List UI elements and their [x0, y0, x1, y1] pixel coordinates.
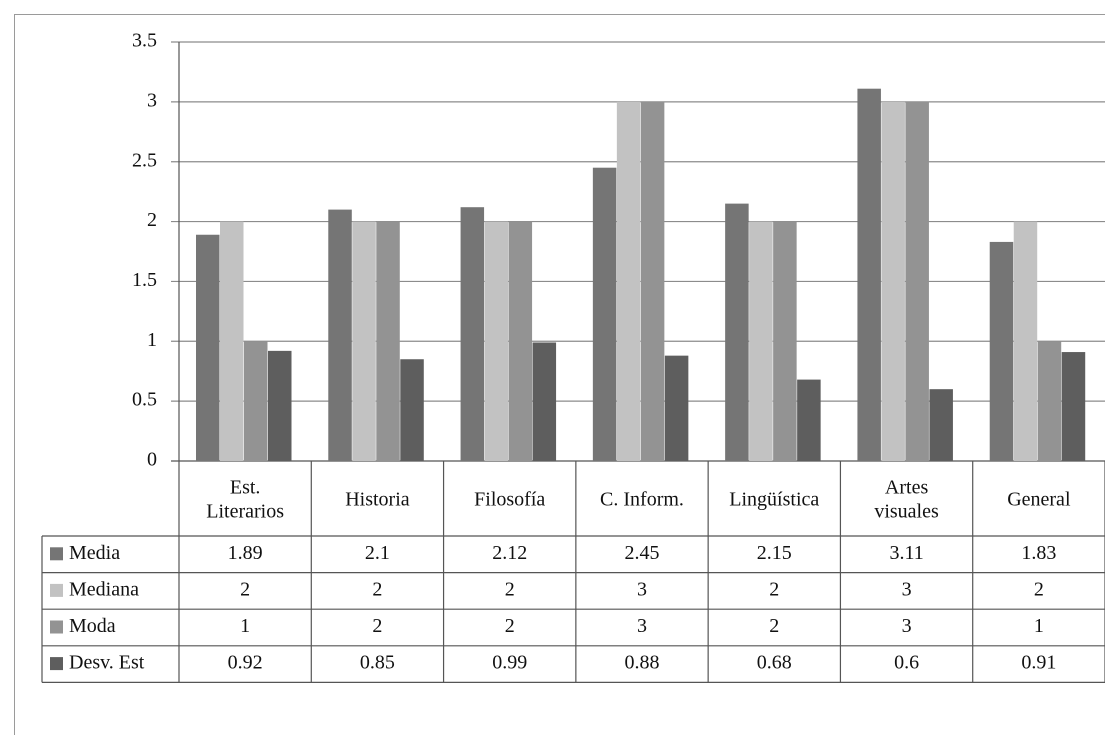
table-cell-value: 3 — [902, 578, 912, 600]
category-label: Est. — [230, 477, 261, 499]
y-tick-label: 3 — [147, 89, 157, 111]
y-tick-label: 1.5 — [132, 269, 157, 291]
bar-mediana-1 — [352, 221, 376, 461]
bar-media-0 — [196, 234, 220, 461]
category-label: Filosofía — [474, 489, 545, 511]
category-label: Literarios — [206, 501, 284, 523]
legend-key-media — [50, 547, 63, 561]
legend-key-mediana — [50, 583, 63, 597]
bar-media-2 — [460, 207, 485, 461]
table-cell-value: 2 — [769, 615, 779, 637]
table-cell-value: 1 — [1034, 615, 1044, 637]
series-label: Moda — [69, 615, 116, 637]
table-cell-value: 2 — [1034, 578, 1044, 600]
bar-desv-est-4 — [797, 379, 821, 461]
y-tick-label: 2.5 — [132, 149, 157, 171]
table-cell-value: 1.83 — [1021, 542, 1056, 564]
bar-mediana-2 — [484, 221, 509, 461]
table-cell-value: 0.6 — [894, 652, 919, 674]
y-tick-label: 2 — [147, 209, 157, 231]
bar-desv-est-2 — [532, 342, 557, 461]
table-cell-value: 2 — [372, 615, 382, 637]
table-cell-value: 2 — [505, 578, 515, 600]
bar-desv-est-0 — [268, 350, 292, 461]
bar-moda-1 — [376, 221, 400, 461]
legend-key-desv-est — [50, 657, 63, 671]
bar-desv-est-1 — [400, 359, 424, 461]
bar-desv-est-6 — [1061, 352, 1086, 461]
table-cell-value: 2.1 — [365, 542, 390, 564]
category-label: Lingüística — [729, 489, 819, 511]
table-cell-value: 2 — [769, 578, 779, 600]
category-label: visuales — [874, 501, 939, 523]
table-cell-value: 3 — [902, 615, 912, 637]
y-tick-label: 0 — [147, 449, 157, 471]
bar-moda-5 — [905, 101, 929, 461]
bar-media-6 — [989, 241, 1014, 461]
table-cell-value: 2.15 — [757, 542, 792, 564]
table-cell-value: 2 — [240, 578, 250, 600]
table-cell-value: 0.91 — [1021, 652, 1056, 674]
bar-mediana-5 — [881, 101, 905, 461]
series-label: Mediana — [69, 578, 139, 600]
y-tick-label: 3.5 — [132, 30, 157, 52]
bar-mediana-6 — [1013, 221, 1038, 461]
table-cell-value: 0.92 — [228, 652, 263, 674]
table-cell-value: 2.45 — [625, 542, 660, 564]
chart-frame — [14, 14, 1105, 735]
table-cell-value: 0.99 — [492, 652, 527, 674]
category-label: Artes — [885, 477, 929, 499]
category-label: Historia — [345, 489, 410, 511]
bar-mediana-0 — [220, 221, 244, 461]
bar-media-4 — [725, 203, 749, 461]
legend-key-moda — [50, 620, 63, 634]
bar-mediana-4 — [749, 221, 773, 461]
bar-media-1 — [328, 209, 352, 461]
series-label: Media — [69, 542, 120, 564]
table-cell-value: 3.11 — [889, 542, 923, 564]
table-cell-value: 2 — [372, 578, 382, 600]
table-cell-value: 0.68 — [757, 652, 792, 674]
table-cell-value: 0.88 — [625, 652, 660, 674]
table-cell-value: 1 — [240, 615, 250, 637]
y-tick-label: 1 — [147, 329, 157, 351]
table-cell-value: 3 — [637, 578, 647, 600]
bar-moda-4 — [773, 221, 797, 461]
bar-moda-3 — [640, 101, 665, 461]
bar-media-3 — [592, 167, 617, 461]
category-label: C. Inform. — [600, 489, 684, 511]
table-cell-value: 3 — [637, 615, 647, 637]
bar-moda-0 — [244, 341, 268, 461]
bar-desv-est-3 — [664, 355, 689, 461]
table-cell-value: 2.12 — [492, 542, 527, 564]
table-cell-value: 0.85 — [360, 652, 395, 674]
y-tick-label: 0.5 — [132, 389, 157, 411]
bar-desv-est-5 — [929, 389, 953, 461]
bar-moda-2 — [508, 221, 533, 461]
category-label: General — [1007, 489, 1071, 511]
bar-mediana-3 — [616, 101, 641, 461]
bar-media-5 — [857, 88, 881, 461]
series-label: Desv. Est — [69, 652, 145, 674]
bar-moda-6 — [1037, 341, 1062, 461]
table-cell-value: 2 — [505, 615, 515, 637]
table-cell-value: 1.89 — [228, 542, 263, 564]
